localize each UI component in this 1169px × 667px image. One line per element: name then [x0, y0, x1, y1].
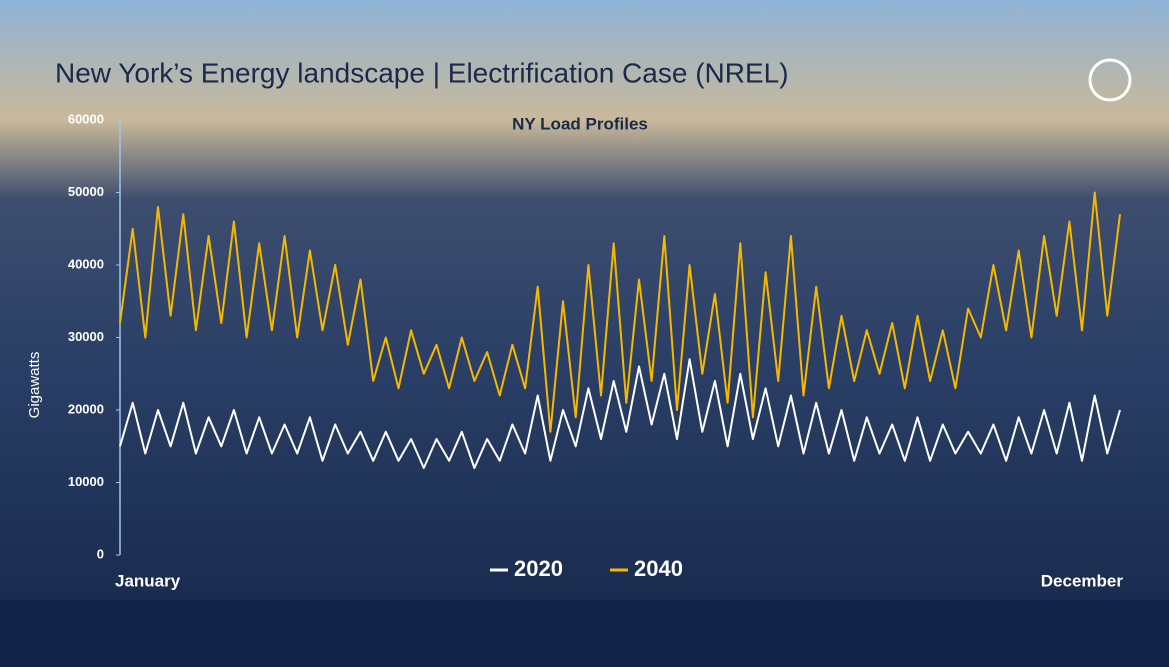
x-tick-label: January	[115, 571, 181, 590]
chart-subtitle: NY Load Profiles	[512, 114, 648, 133]
legend-label: 2020	[514, 556, 563, 581]
chart-title: New York’s Energy landscape | Electrific…	[55, 57, 789, 88]
background	[0, 0, 1169, 667]
y-tick-label: 60000	[68, 111, 104, 126]
y-tick-label: 0	[97, 546, 104, 561]
y-tick-label: 40000	[68, 256, 104, 271]
y-tick-label: 50000	[68, 184, 104, 199]
y-axis-label: Gigawatts	[26, 352, 43, 419]
footer-band	[0, 600, 1169, 667]
y-tick-label: 30000	[68, 329, 104, 344]
x-tick-label: December	[1041, 571, 1124, 590]
legend-label: 2040	[634, 556, 683, 581]
slide: New York’s Energy landscape | Electrific…	[0, 0, 1169, 667]
y-tick-label: 10000	[68, 474, 104, 489]
y-tick-label: 20000	[68, 401, 104, 416]
